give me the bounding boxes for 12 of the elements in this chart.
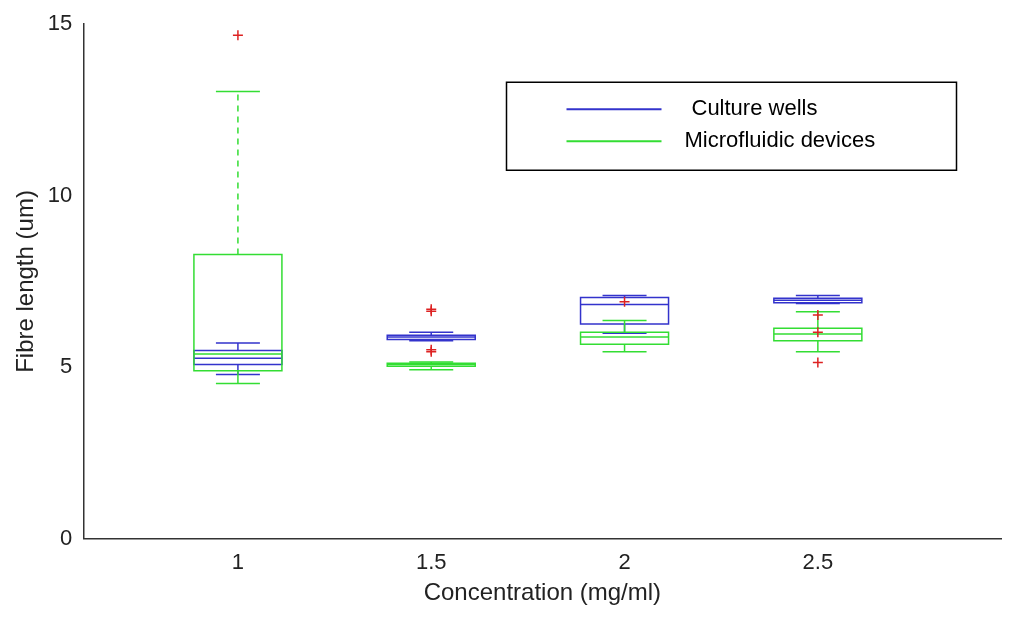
y-tick-label: 5 [60, 353, 73, 379]
x-axis-title: Concentration (mg/ml) [423, 578, 662, 606]
y-axis-title: Fibre length (um) [11, 190, 39, 373]
legend-label: Culture wells [691, 95, 818, 121]
y-tick-label: 0 [60, 524, 73, 550]
x-tick-label: 2 [618, 549, 631, 575]
x-tick-label: 1 [231, 549, 245, 575]
x-tick-label: 1.5 [415, 549, 447, 575]
x-tick-label: 2.5 [802, 549, 834, 575]
y-tick-label: 10 [47, 181, 73, 207]
y-tick-label: 15 [47, 10, 73, 36]
legend-label: Microfluidic devices [684, 127, 876, 153]
